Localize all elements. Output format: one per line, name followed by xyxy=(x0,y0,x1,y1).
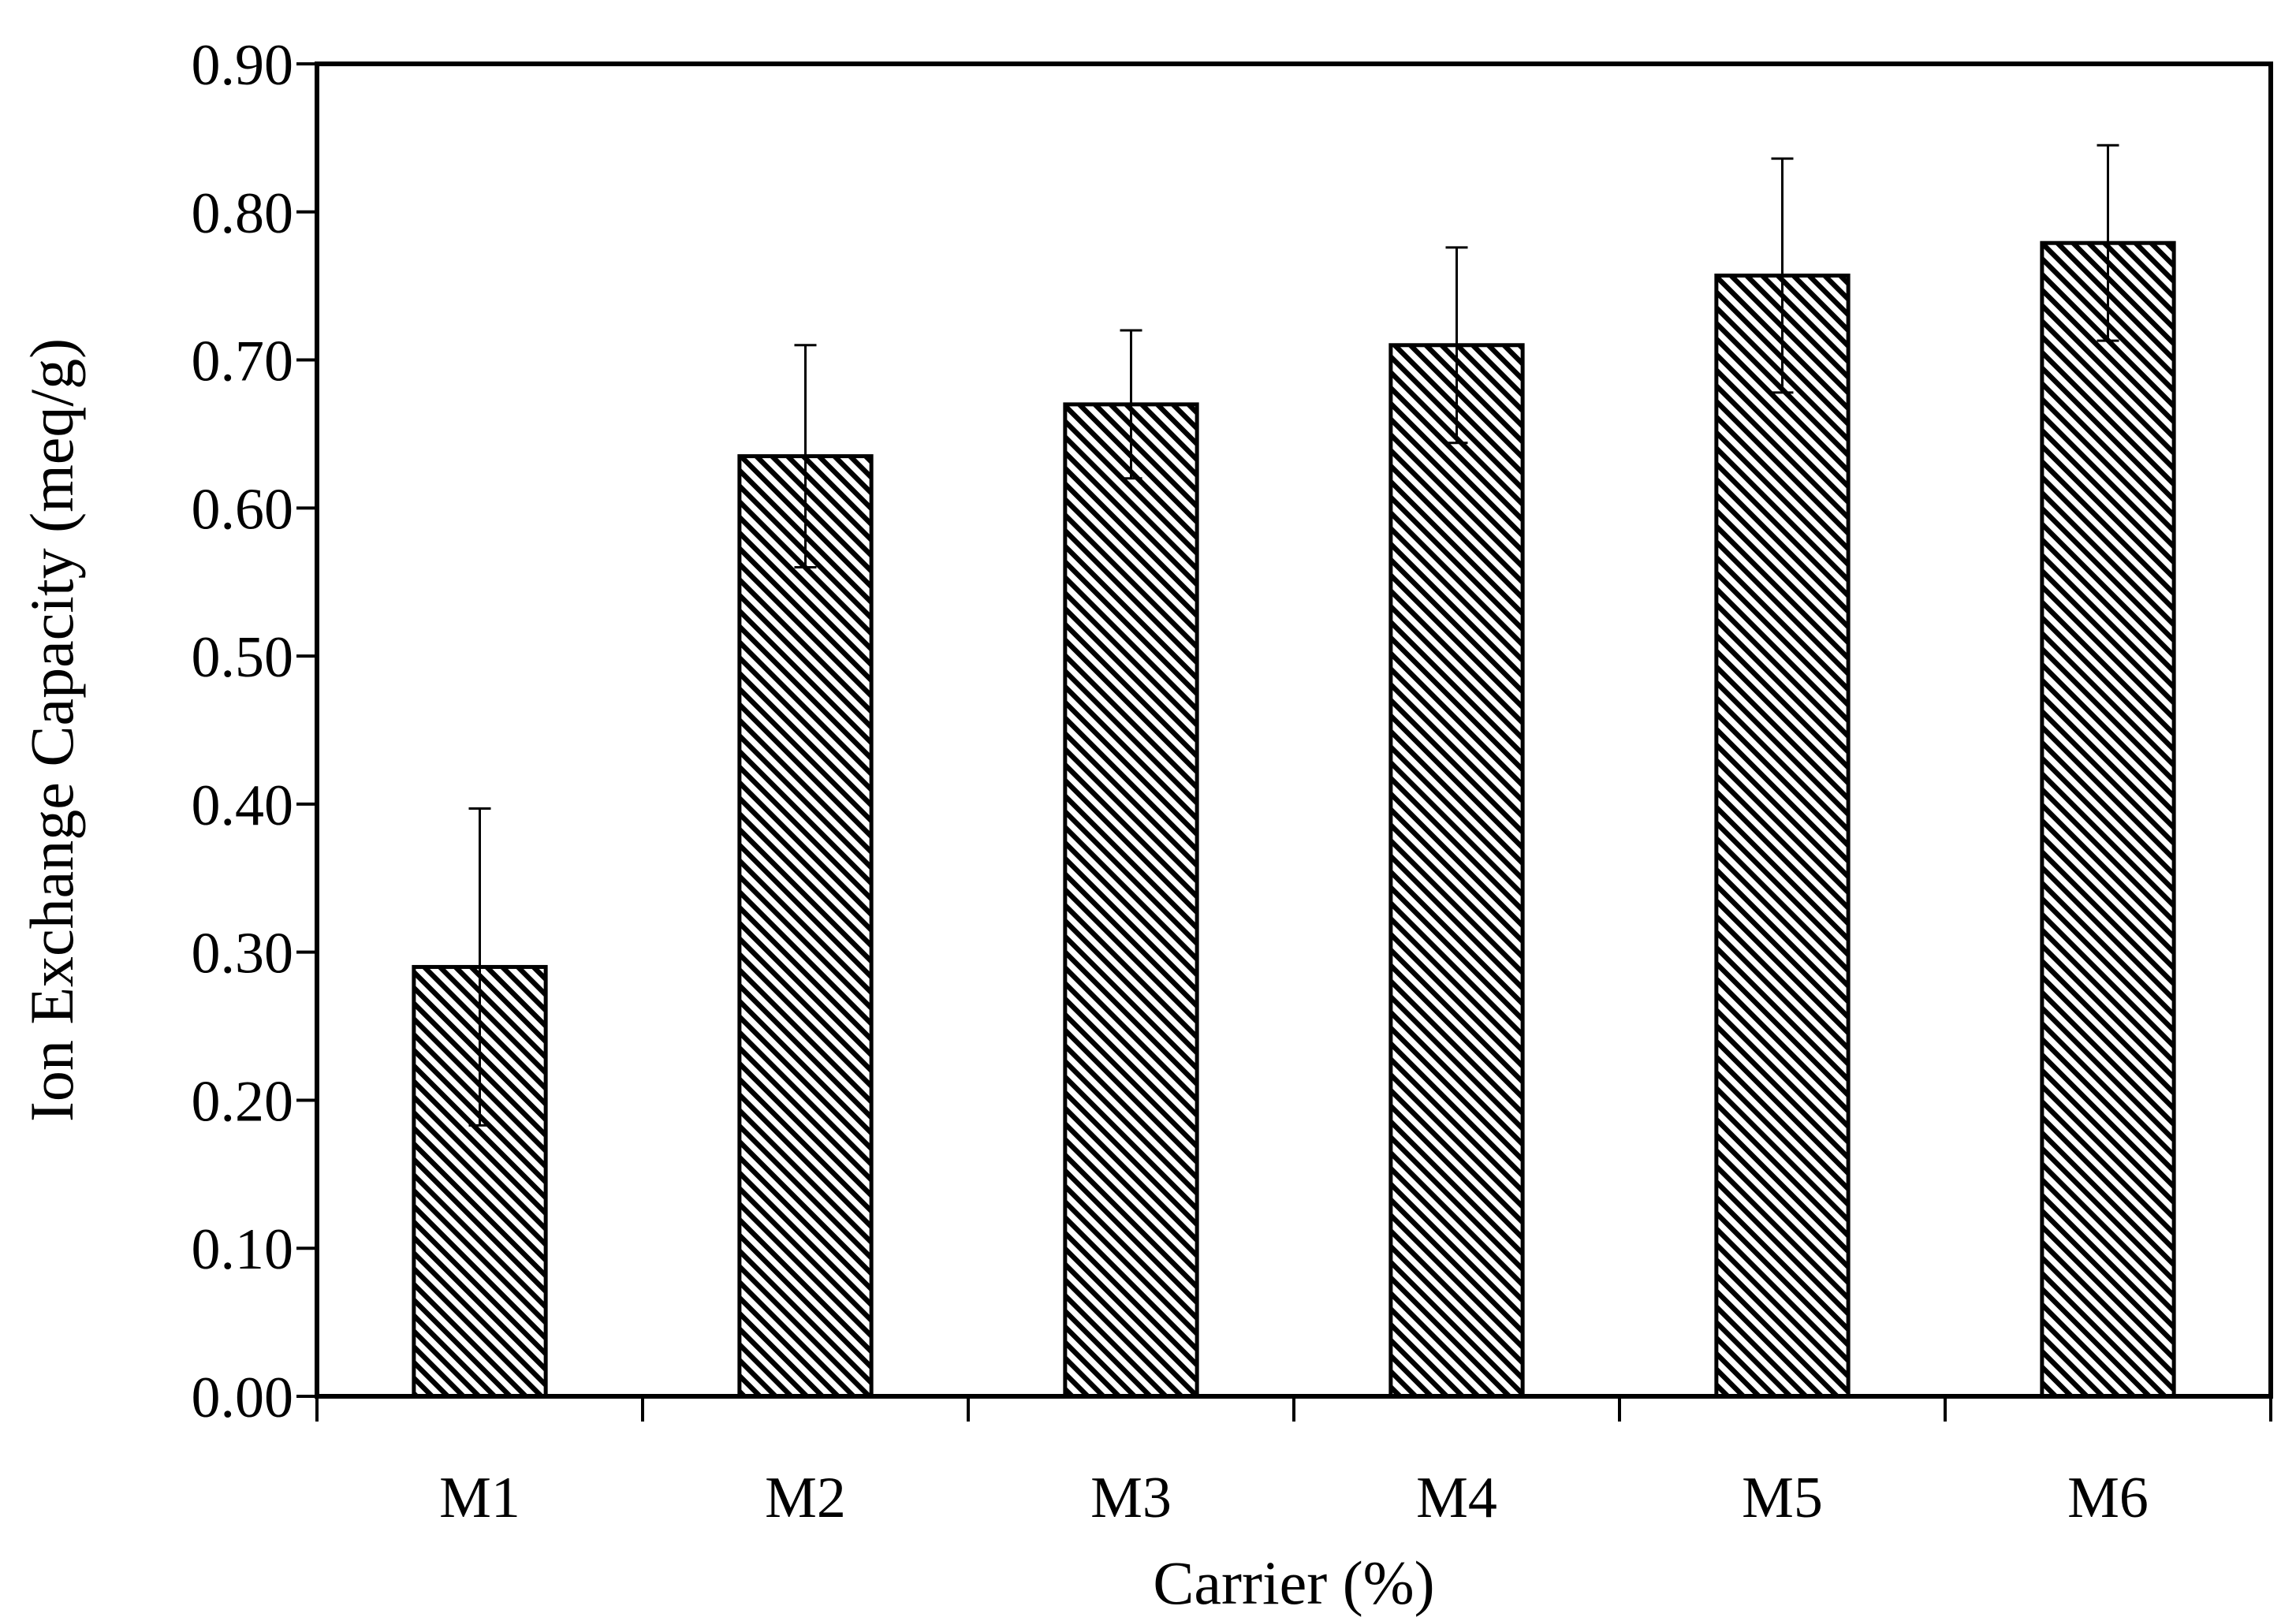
x-tick-label: M2 xyxy=(765,1466,846,1530)
x-tick-label: M5 xyxy=(1742,1466,1823,1530)
x-tick-label: M3 xyxy=(1090,1466,1172,1530)
y-tick-label: 0.00 xyxy=(192,1366,294,1430)
bar-m5 xyxy=(1714,274,1851,1399)
y-tick-label: 0.70 xyxy=(192,330,294,394)
bar-m3 xyxy=(1063,402,1199,1399)
x-tick-label: M1 xyxy=(439,1466,520,1530)
y-tick-label: 0.40 xyxy=(192,773,294,838)
y-tick-label: 0.50 xyxy=(192,625,294,690)
y-tick-label: 0.30 xyxy=(192,922,294,986)
bar-m6 xyxy=(2040,240,2176,1399)
x-axis-title: Carrier (%) xyxy=(1153,1548,1434,1617)
y-tick-label: 0.90 xyxy=(192,33,294,98)
plot-area-frame xyxy=(315,61,2273,1399)
y-axis-title: Ion Exchange Capacity (meq/g) xyxy=(17,338,86,1122)
y-tick-label: 0.60 xyxy=(192,477,294,542)
x-tick-label: M6 xyxy=(2067,1466,2149,1530)
x-tick-label: M4 xyxy=(1416,1466,1497,1530)
bar-m4 xyxy=(1388,343,1525,1399)
y-tick-label: 0.10 xyxy=(192,1217,294,1282)
y-tick-label: 0.80 xyxy=(192,181,294,246)
bar-m2 xyxy=(737,454,874,1399)
y-tick-label: 0.20 xyxy=(192,1069,294,1134)
